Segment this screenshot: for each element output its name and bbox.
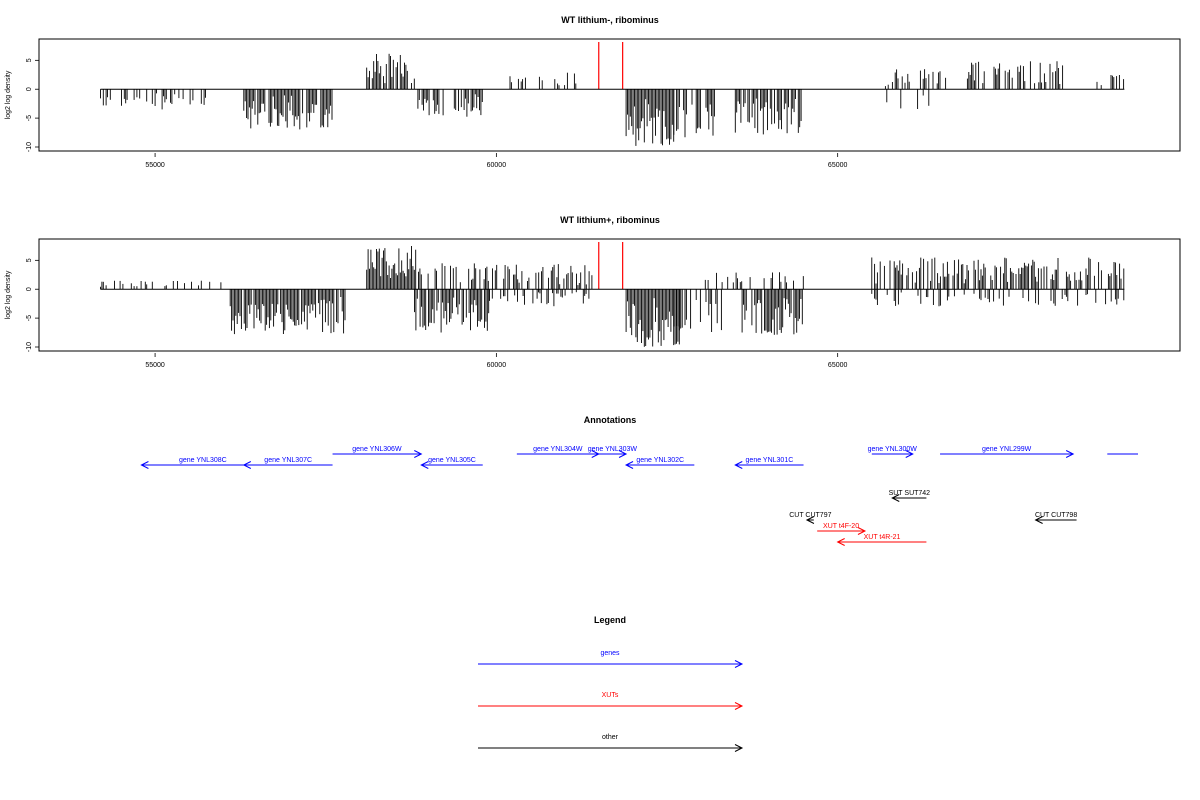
annotations-title: Annotations xyxy=(584,415,637,425)
coverage-panel-lithium-plus: WT lithium+, ribominus log2 log density … xyxy=(5,215,1181,369)
feature-gene-ynl302c: gene YNL302C xyxy=(624,457,695,469)
feature-label: gene YNL303W xyxy=(588,446,638,453)
marker-lines xyxy=(598,242,624,290)
feature-label: gene YNL308C xyxy=(179,457,227,464)
feature-gene-ynl299w: gene YNL299W xyxy=(940,446,1075,458)
y-tick-label: -5 xyxy=(26,115,33,121)
feature-gene-ynl305c: gene YNL305C xyxy=(420,457,483,469)
y-axis-label: log2 log density xyxy=(5,270,12,319)
legend-label: genes xyxy=(600,650,620,657)
marker-lines xyxy=(598,42,624,90)
axes: 55000 60000 65000 -10 -5 0 5 xyxy=(26,58,1125,169)
feature-sut-sut742: SUT SUT742 xyxy=(889,490,931,502)
feature-label: XUT t4F-20 xyxy=(823,523,859,530)
legend: Legend genes XUTs other xyxy=(478,615,744,752)
legend-item-other: other xyxy=(478,734,744,752)
feature-gene-ynl308c: gene YNL308C xyxy=(140,457,265,469)
feature-gene-ynl307c: gene YNL307C xyxy=(242,457,333,469)
feature-arrows: gene YNL308C gene YNL307C gene YNL306W gene… xyxy=(140,446,1138,546)
feature-label: gene YNL307C xyxy=(264,457,312,464)
x-tick-label: 55000 xyxy=(145,362,165,369)
feature-xut-t4r-21: XUT t4R-21 xyxy=(836,534,927,546)
feature-gene-ynl304w: gene YNL304W xyxy=(516,446,600,458)
feature-cut-cut798: CUT CUT798 xyxy=(1034,512,1077,524)
x-tick-label: 65000 xyxy=(828,362,848,369)
panel-title: WT lithium+, ribominus xyxy=(560,215,660,225)
x-tick-label: 60000 xyxy=(487,162,507,169)
feature-label: gene YNL306W xyxy=(352,446,402,453)
legend-title: Legend xyxy=(594,615,626,625)
feature-label: gene YNL302C xyxy=(636,457,684,464)
feature-label: CUT CUT798 xyxy=(1035,512,1077,519)
legend-label: XUTs xyxy=(602,692,619,699)
feature-gene-ynl300w: gene YNL300W xyxy=(868,446,918,458)
plot-frame xyxy=(38,38,1181,152)
y-axis-label: log2 log density xyxy=(5,70,12,119)
y-tick-label: -5 xyxy=(26,315,33,321)
feature-gene-ynl301c: gene YNL301C xyxy=(734,457,804,469)
feature-label: gene YNL300W xyxy=(868,446,918,453)
coverage-bars xyxy=(100,246,1125,347)
y-tick-label: 0 xyxy=(26,287,33,291)
feature-label: CUT CUT797 xyxy=(789,512,831,519)
plot-frame xyxy=(38,238,1181,352)
feature-label: gene YNL301C xyxy=(746,457,794,464)
x-tick-label: 60000 xyxy=(487,362,507,369)
y-tick-label: 0 xyxy=(26,87,33,91)
y-tick-label: 5 xyxy=(26,258,33,262)
coverage-bars xyxy=(100,53,1125,146)
panel-title: WT lithium-, ribominus xyxy=(561,15,659,25)
feature-label: gene YNL299W xyxy=(982,446,1032,453)
feature-label: XUT t4R-21 xyxy=(864,534,901,541)
y-tick-label: -10 xyxy=(26,342,33,352)
legend-item-xut: XUTs xyxy=(478,692,744,710)
feature-xut-t4f-20: XUT t4F-20 xyxy=(817,523,867,535)
feature-label: SUT SUT742 xyxy=(889,490,931,497)
feature-label: gene YNL304W xyxy=(533,446,583,453)
legend-item-gene: genes xyxy=(478,650,744,668)
coverage-panel-lithium-minus: WT lithium-, ribominus log2 log density … xyxy=(5,15,1181,169)
y-tick-label: 5 xyxy=(26,58,33,62)
legend-items: genes XUTs other xyxy=(478,650,744,752)
axes: 55000 60000 65000 -10 -5 0 5 xyxy=(26,258,1125,369)
x-tick-label: 55000 xyxy=(145,162,165,169)
annotations-track: Annotations gene YNL308C gene YNL307Cgene… xyxy=(140,415,1138,546)
feature-label: gene YNL305C xyxy=(428,457,476,464)
feature-cut-cut797: CUT CUT797 xyxy=(789,512,832,524)
feature-gene-ynl306w: gene YNL306W xyxy=(332,446,423,458)
feature-gene-ynl303w: gene YNL303W xyxy=(588,446,638,458)
y-tick-label: -10 xyxy=(26,142,33,152)
legend-label: other xyxy=(602,734,619,741)
x-tick-label: 65000 xyxy=(828,162,848,169)
